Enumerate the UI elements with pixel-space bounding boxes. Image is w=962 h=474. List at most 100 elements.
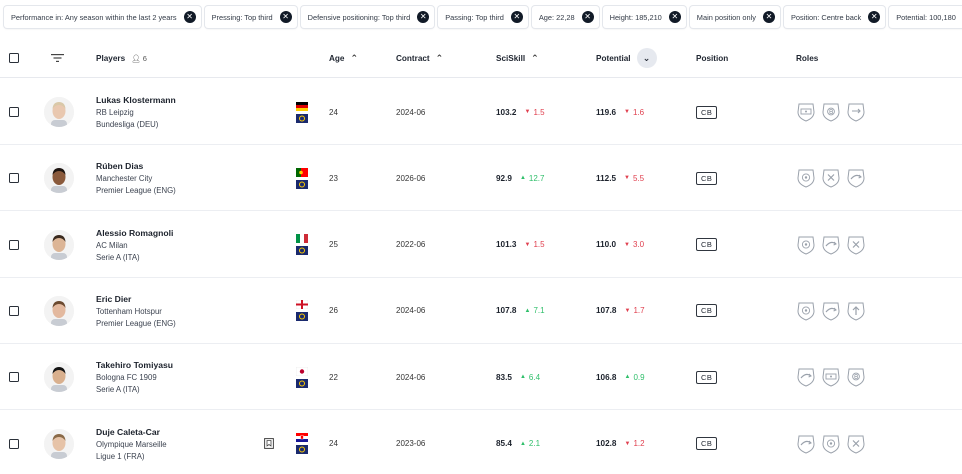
- sciskill-delta: ▲ 2.1: [520, 439, 540, 448]
- chevron-up-icon[interactable]: ⌃: [350, 52, 359, 63]
- cross-role-icon[interactable]: [821, 168, 841, 188]
- close-icon[interactable]: ✕: [183, 11, 196, 23]
- close-icon[interactable]: ✕: [762, 11, 775, 23]
- position-cell: CB: [696, 278, 718, 344]
- row-select-cell: [9, 278, 19, 344]
- stopper-role-icon[interactable]: [846, 102, 866, 122]
- ball-playing-role-icon[interactable]: [846, 367, 866, 387]
- player-name[interactable]: Alessio Romagnoli: [96, 227, 174, 238]
- player-info[interactable]: Alessio Romagnoli AC Milan Serie A (ITA): [96, 212, 173, 278]
- row-checkbox[interactable]: [9, 173, 19, 184]
- sciskill-delta: ▲ 12.7: [520, 174, 545, 183]
- ball-playing-role-icon[interactable]: [821, 102, 841, 122]
- england-flag: [296, 300, 308, 310]
- table-row[interactable]: Eric Dier Tottenham Hotspur Premier League…: [0, 278, 962, 344]
- filter-chip[interactable]: Main position only ✕: [689, 6, 780, 28]
- filter-chip[interactable]: Pressing: Top third ✕: [204, 6, 297, 28]
- player-contract: 2024-06: [396, 372, 426, 382]
- filter-chip[interactable]: Height: 185,210 ✕: [602, 6, 686, 28]
- close-icon[interactable]: ✕: [668, 11, 681, 23]
- avatar: [44, 411, 74, 474]
- table-row[interactable]: Duje Caleta-Car Olympique Marseille Ligue …: [0, 411, 962, 474]
- row-checkbox[interactable]: [9, 438, 19, 449]
- filter-chip[interactable]: Age: 22,28 ✕: [531, 6, 599, 28]
- player-info[interactable]: Eric Dier Tottenham Hotspur Premier League…: [96, 278, 176, 344]
- filter-icon[interactable]: [51, 38, 64, 78]
- portugal-flag: [296, 167, 308, 177]
- chevron-up-icon[interactable]: ⌃: [531, 52, 539, 63]
- chevron-down-icon[interactable]: ⌄: [636, 48, 657, 68]
- trend-up-icon: ▲: [524, 307, 531, 314]
- row-checkbox[interactable]: [9, 107, 19, 117]
- sciskill-cell: 92.9 ▲ 12.7: [496, 145, 544, 211]
- player-league: Bundesliga (DEU): [96, 120, 159, 129]
- players-header[interactable]: Players 👤︎ 6: [96, 38, 147, 78]
- player-name[interactable]: Takehiro Tomiyasu: [96, 360, 174, 371]
- trend-down-icon: ▼: [624, 109, 630, 115]
- player-name[interactable]: Rúben Dias: [96, 161, 144, 172]
- potential-delta-value: 1.6: [633, 107, 645, 117]
- curve-role-icon[interactable]: [796, 434, 816, 454]
- position-badge: CB: [696, 437, 718, 450]
- sciskill-cell: 103.2 ▼ 1.5: [496, 79, 545, 145]
- row-checkbox[interactable]: [9, 305, 19, 316]
- players-header-label: Players: [96, 53, 126, 63]
- close-icon[interactable]: ✕: [417, 11, 430, 23]
- bookmark-icon[interactable]: [264, 411, 274, 474]
- player-name[interactable]: Lukas Klostermann: [96, 95, 176, 105]
- filter-chip[interactable]: Potential: 100,180✕: [889, 6, 962, 28]
- player-info[interactable]: Duje Caleta-Car Olympique Marseille Ligue …: [96, 411, 167, 474]
- player-info[interactable]: Rúben Dias Manchester City Premier League …: [96, 145, 176, 211]
- ball-role-icon[interactable]: [796, 168, 816, 188]
- close-icon[interactable]: ✕: [868, 11, 881, 23]
- close-icon[interactable]: ✕: [581, 11, 594, 23]
- filter-chip[interactable]: Performance in: Any season within the la…: [4, 6, 201, 28]
- chevron-up-icon[interactable]: ⌃: [435, 52, 444, 63]
- row-checkbox[interactable]: [9, 372, 19, 383]
- filter-chip-label: Passing: Top third: [445, 12, 504, 22]
- close-icon[interactable]: ✕: [510, 11, 523, 23]
- curve-role-icon[interactable]: [821, 301, 841, 321]
- players-count-value: 6: [142, 53, 147, 63]
- curve-role-icon[interactable]: [821, 235, 841, 255]
- nationality: [296, 212, 308, 278]
- row-select-cell: [9, 145, 19, 211]
- table-row[interactable]: Lukas Klostermann RB Leipzig Bundesliga (D…: [0, 79, 962, 145]
- filter-chip[interactable]: Passing: Top third ✕: [438, 6, 528, 28]
- sciskill-value: 101.3: [496, 240, 517, 250]
- wide-role-icon[interactable]: [821, 367, 841, 387]
- curve-role-icon[interactable]: [846, 168, 866, 188]
- player-name[interactable]: Eric Dier: [96, 293, 132, 304]
- player-age: 25: [329, 240, 338, 250]
- sciskill-delta-value: 1.5: [533, 107, 545, 117]
- cross-role-icon[interactable]: [846, 235, 866, 255]
- sciskill-header[interactable]: SciSkill ⌃: [496, 38, 539, 78]
- age-header[interactable]: Age ⌃: [329, 38, 358, 78]
- filter-chip[interactable]: Defensive positioning: Top third ✕: [300, 6, 435, 28]
- table-row[interactable]: Takehiro Tomiyasu Bologna FC 1909 Serie A …: [0, 344, 962, 411]
- ball-role-icon[interactable]: [796, 235, 816, 255]
- table-row[interactable]: Alessio Romagnoli AC Milan Serie A (ITA) 25…: [0, 212, 962, 278]
- ball-role-icon[interactable]: [796, 301, 816, 321]
- contract-header-label: Contract: [396, 53, 430, 63]
- select-all-checkbox[interactable]: [9, 53, 19, 63]
- roles-cell: [796, 212, 866, 278]
- potential-cell: 119.6 ▼ 1.6: [596, 79, 644, 145]
- close-icon[interactable]: ✕: [279, 11, 292, 23]
- filter-chip[interactable]: Position: Centre back ✕: [783, 6, 886, 28]
- player-info[interactable]: Lukas Klostermann RB Leipzig Bundesliga (D…: [96, 79, 176, 145]
- potential-header[interactable]: Potential ⌄: [596, 38, 657, 78]
- ball-role-icon[interactable]: [821, 434, 841, 454]
- up-arrow-role-icon[interactable]: [846, 301, 866, 321]
- curve-role-icon[interactable]: [796, 367, 816, 387]
- player-name[interactable]: Duje Caleta-Car: [96, 426, 160, 437]
- wide-role-icon[interactable]: [796, 102, 816, 122]
- row-checkbox[interactable]: [9, 239, 19, 250]
- table-row[interactable]: Rúben Dias Manchester City Premier League …: [0, 145, 962, 212]
- sciskill-cell: 101.3 ▼ 1.5: [496, 212, 545, 278]
- player-info[interactable]: Takehiro Tomiyasu Bologna FC 1909 Serie A …: [96, 344, 173, 410]
- nationality: [296, 344, 308, 410]
- contract-header[interactable]: Contract ⌃: [396, 38, 443, 78]
- cross-role-icon[interactable]: [846, 434, 866, 454]
- person-icon: 👤︎: [131, 53, 141, 63]
